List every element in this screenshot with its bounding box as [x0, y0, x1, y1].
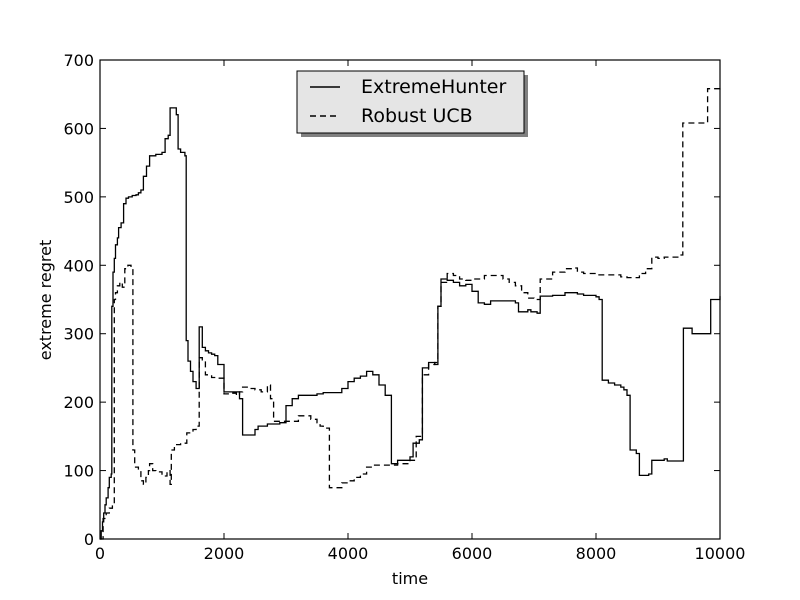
legend-box	[296, 70, 525, 134]
y-tick-label: 500	[63, 188, 94, 207]
x-axis-label: time	[392, 569, 428, 588]
legend-label-extremehunter: ExtremeHunter	[361, 76, 506, 98]
x-tick-label: 2000	[204, 544, 245, 563]
y-tick-label: 300	[63, 325, 94, 344]
x-tick-label: 6000	[452, 544, 493, 563]
x-tick-label: 4000	[328, 544, 369, 563]
x-tick-label: 0	[95, 544, 105, 563]
series-layer	[100, 87, 721, 540]
x-tick-label: 8000	[576, 544, 617, 563]
y-tick-label: 600	[63, 119, 94, 138]
ticks-layer: 0 2000 4000 6000 8000 10000 0 100 200 300 400 500 60…	[63, 51, 745, 563]
y-tick-label: 400	[63, 256, 94, 275]
y-tick-label: 0	[84, 530, 94, 549]
y-tick-label: 200	[63, 393, 94, 412]
legend: ExtremeHunter Robust UCB	[296, 70, 528, 137]
y-tick-label: 700	[63, 51, 94, 70]
series-line-robust-ucb	[100, 87, 721, 540]
y-axis-label: extreme regret	[36, 240, 55, 360]
plot-frame	[99, 59, 721, 540]
series-line-extremehunter	[100, 107, 721, 540]
y-tick-label: 100	[63, 462, 94, 481]
x-tick-label: 10000	[695, 544, 746, 563]
legend-label-robust-ucb: Robust UCB	[361, 105, 473, 127]
